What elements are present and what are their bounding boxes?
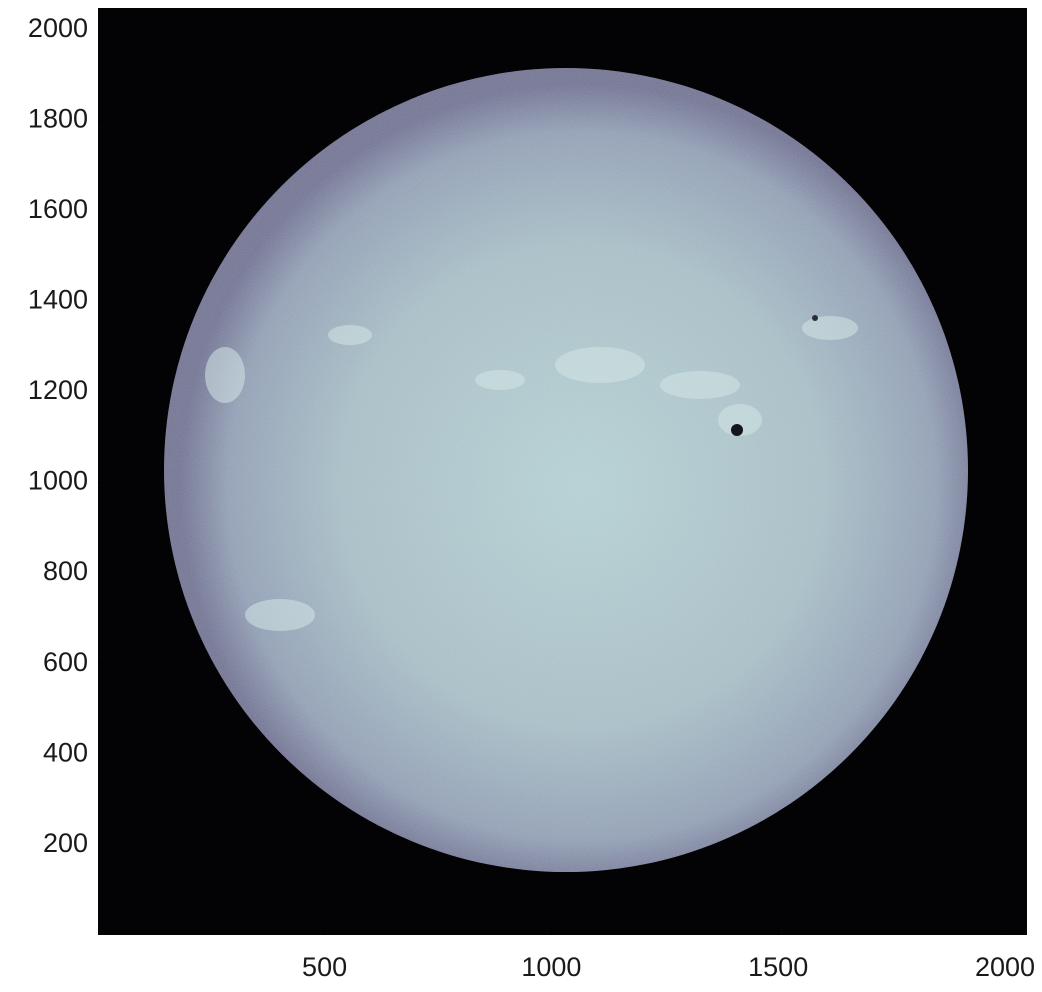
plage-regions xyxy=(205,316,858,631)
axes: 500 1000 1500 2000 200 400 600 800 1000 1200 1400 1… xyxy=(28,13,1035,982)
y-tick-label: 200 xyxy=(43,828,88,858)
y-tick-label: 400 xyxy=(43,737,88,767)
y-tick-label: 2000 xyxy=(28,13,88,43)
image-area xyxy=(98,8,1027,935)
x-tick-label: 1500 xyxy=(748,952,808,982)
sunspot xyxy=(731,424,743,436)
y-tick-label: 1800 xyxy=(28,104,88,134)
x-tick-label: 2000 xyxy=(975,952,1035,982)
x-tick-label: 500 xyxy=(302,952,347,982)
sun-texture xyxy=(164,68,968,872)
y-tick-label: 1600 xyxy=(28,194,88,224)
y-tick-label: 1000 xyxy=(28,466,88,496)
y-tick-label: 1200 xyxy=(28,375,88,405)
x-tick-label: 1000 xyxy=(521,952,581,982)
y-tick-label: 600 xyxy=(43,647,88,677)
y-tick-label: 800 xyxy=(43,556,88,586)
y-tick-label: 1400 xyxy=(28,285,88,315)
sunspot xyxy=(812,315,818,321)
